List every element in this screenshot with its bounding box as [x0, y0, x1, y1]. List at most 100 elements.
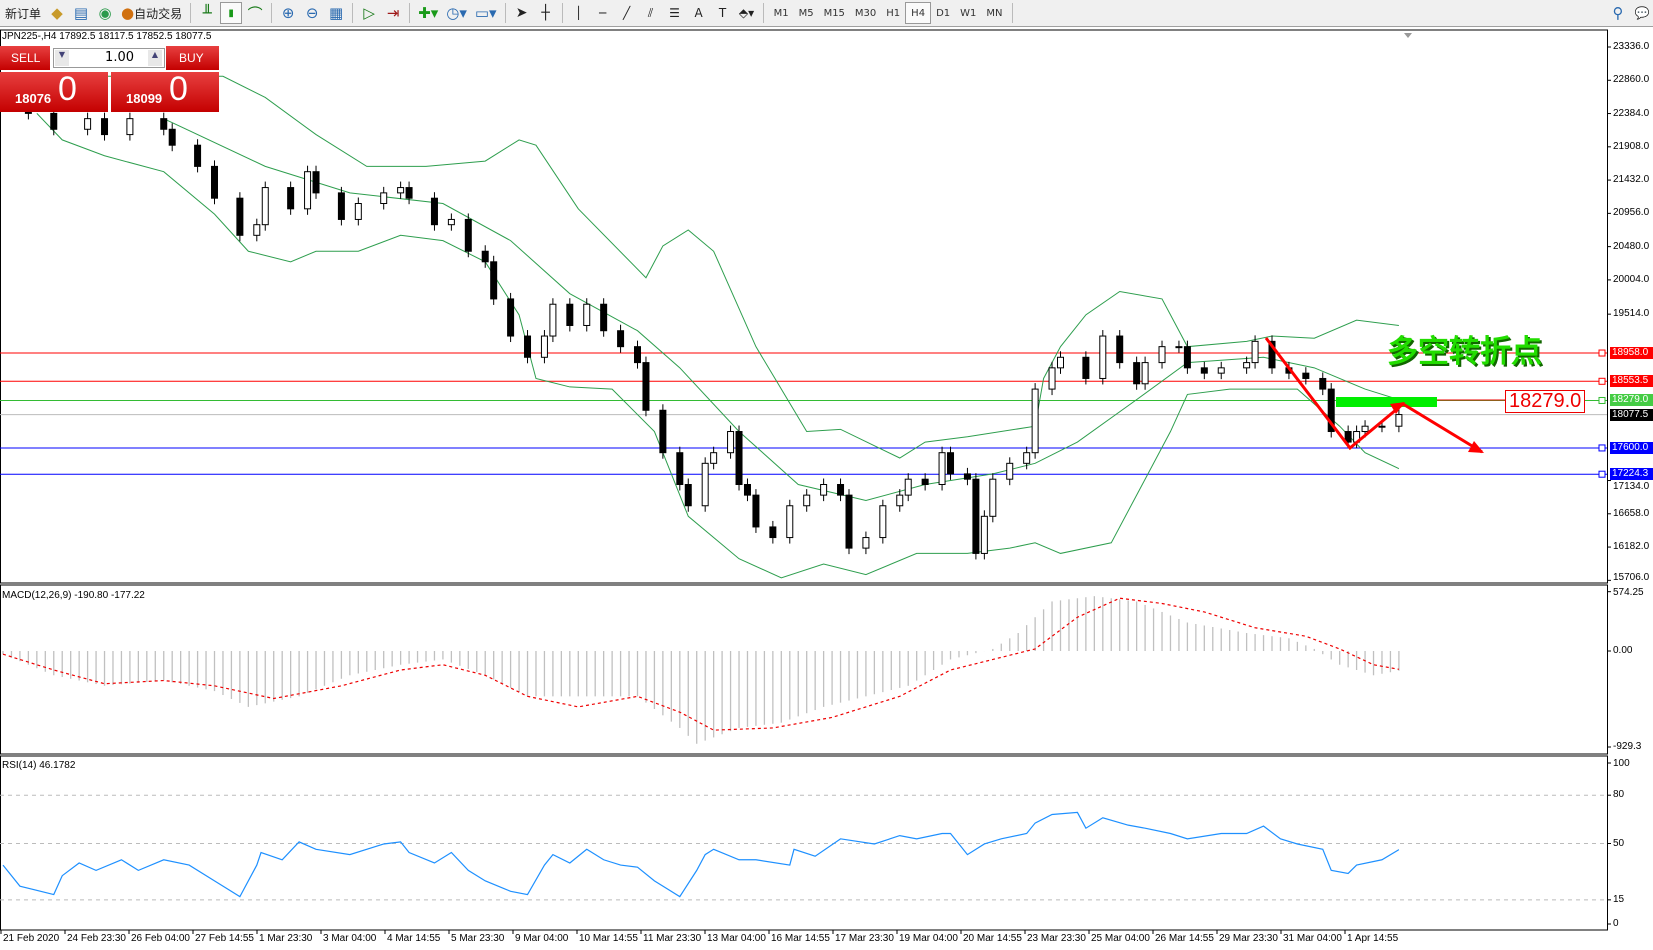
level-handle	[1598, 444, 1606, 452]
buy-label: BUY	[179, 51, 204, 65]
level-price-tag: 17224.3	[1610, 468, 1653, 481]
trendline-icon[interactable]: ╱	[622, 6, 631, 20]
timeframe-h1[interactable]: H1	[886, 7, 901, 19]
zoom-in-icon[interactable]: ⊕	[281, 4, 295, 22]
level-handle	[1598, 349, 1606, 357]
candle-bull	[701, 462, 709, 507]
candle-bear	[1082, 356, 1090, 379]
separator	[409, 3, 411, 23]
lots-decrease-button[interactable]: ▼	[55, 50, 69, 66]
crosshair-icon[interactable]: ┼	[541, 5, 550, 21]
candle-bull	[896, 494, 904, 507]
timeframe-m5[interactable]: M5	[798, 7, 814, 19]
lots-increase-button[interactable]: ▲	[148, 50, 162, 66]
candle-bull	[1158, 346, 1166, 364]
annotation-text: 多空转折点	[1387, 334, 1542, 370]
cursor-icon[interactable]: ➤	[515, 5, 528, 21]
rsi-line	[2, 811, 1400, 898]
templates-icon[interactable]: ▭▾	[474, 4, 497, 22]
timeframe-h4[interactable]: H4	[905, 2, 932, 24]
macd-label: MACD(12,26,9) -190.80 -177.22	[2, 590, 145, 601]
buy-price: 18099	[126, 91, 163, 106]
new-order-button[interactable]: 新订单	[5, 6, 42, 21]
sell-button[interactable]: SELL	[0, 46, 50, 70]
search-icon[interactable]: ⚲	[1612, 4, 1624, 22]
sell-price-button[interactable]: 18076 0	[0, 70, 108, 112]
candle-bear	[845, 494, 853, 549]
time-tick-label: 1 Apr 14:55	[1347, 933, 1399, 944]
price-tick-label: 20956.0	[1613, 207, 1650, 219]
candle-bear	[972, 478, 980, 554]
candle-bull	[1048, 367, 1056, 390]
rsi-tick-label: 100	[1613, 758, 1630, 769]
candle-bear	[507, 298, 515, 337]
separator	[271, 3, 273, 23]
time-tick-label: 3 Mar 04:00	[323, 933, 377, 944]
bar-chart-icon[interactable]: ╨	[202, 4, 212, 22]
level-handle	[1598, 396, 1606, 404]
candle-bull	[583, 303, 591, 326]
price-tick-label: 23336.0	[1613, 41, 1650, 52]
zoom-out-icon[interactable]: ⊖	[305, 4, 319, 22]
candle-bear	[287, 187, 295, 210]
candle-bear	[481, 250, 489, 263]
fibonacci-icon[interactable]: ☰	[669, 6, 680, 20]
periods-icon[interactable]: ◷▾	[446, 4, 467, 22]
candlestick-icon[interactable]: ▮	[220, 2, 243, 24]
candle-bull	[1031, 388, 1039, 454]
timeframe-m1[interactable]: M1	[773, 7, 789, 19]
text-label-icon[interactable]: T	[718, 6, 727, 20]
candle-bear	[211, 165, 218, 199]
candle-bull	[380, 192, 388, 205]
tile-windows-icon[interactable]: ▦	[329, 4, 344, 22]
candle-bull	[710, 452, 718, 464]
horizontal-line-icon[interactable]: ─	[598, 6, 607, 20]
indicators-icon[interactable]: ✚▾	[418, 4, 439, 22]
navigator-icon[interactable]: ▤	[73, 4, 89, 22]
arrows-icon[interactable]: ⬘▾	[738, 6, 755, 20]
candle-bull	[1395, 414, 1403, 427]
lot-size-input[interactable]: 1.00	[53, 48, 165, 68]
market-watch-icon[interactable]: ◆	[51, 4, 63, 22]
buy-price-button[interactable]: 18099 0	[111, 70, 219, 112]
candle-bear	[524, 335, 532, 358]
vertical-line-icon[interactable]: │	[574, 6, 583, 20]
level-price-tag: 18077.5	[1610, 408, 1653, 421]
macd-signal-line	[2, 597, 1400, 731]
auto-trading-button[interactable]: ● 自动交易	[118, 2, 185, 24]
line-chart-icon[interactable]: ⌒	[247, 4, 263, 23]
candle-bear	[168, 128, 176, 146]
chart-area[interactable]	[0, 28, 1653, 950]
level-handle	[1598, 470, 1606, 478]
separator	[762, 3, 764, 23]
candle-bull	[1141, 362, 1149, 385]
timeframe-m15[interactable]: M15	[823, 7, 845, 19]
candle-bear	[769, 526, 777, 539]
candle-bear	[1183, 346, 1191, 369]
bollinger-lower	[36, 113, 1400, 579]
annotation-arrow-path	[1264, 337, 1483, 454]
candle-bear	[405, 187, 413, 199]
arrow-head-icon	[1468, 441, 1484, 453]
buy-button[interactable]: BUY	[166, 46, 219, 70]
sell-price: 18076	[15, 91, 52, 106]
text-icon[interactable]: A	[694, 6, 703, 20]
price-tick-label: 19514.0	[1613, 308, 1650, 320]
timeframe-m30[interactable]: M30	[854, 7, 877, 19]
one-click-trading-panel: SELL 1.00 ▼ ▲ BUY 18076 0 18099 0	[0, 46, 219, 112]
chart-shift-icon[interactable]: ⇥	[386, 4, 400, 22]
timeframe-w1[interactable]: W1	[960, 7, 977, 19]
equidistant-channel-icon[interactable]: ⫽	[647, 5, 654, 20]
candle-bear	[676, 452, 684, 486]
timeframe-mn[interactable]: MN	[986, 7, 1003, 19]
signals-icon[interactable]: ◉	[98, 4, 112, 22]
candle-bear	[1344, 431, 1352, 443]
candle-bear	[947, 452, 955, 475]
chat-icon[interactable]: 💬	[1634, 6, 1650, 20]
candle-bear	[1116, 335, 1124, 364]
candle-bear	[659, 409, 667, 454]
time-tick-label: 26 Feb 04:00	[131, 933, 190, 944]
auto-scroll-icon[interactable]: ▷	[363, 4, 375, 22]
candle-bear	[617, 330, 625, 348]
timeframe-d1[interactable]: D1	[936, 7, 951, 19]
